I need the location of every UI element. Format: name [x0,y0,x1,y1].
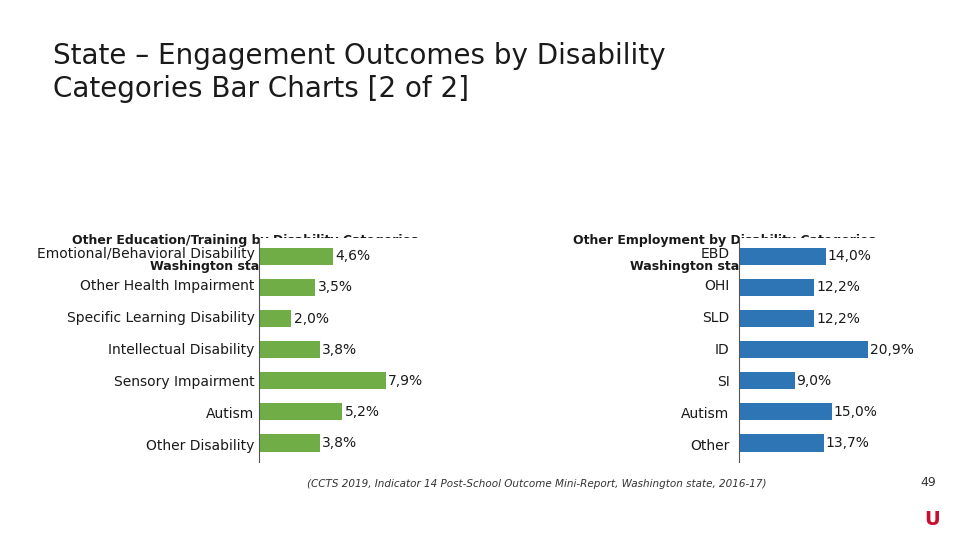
Text: SEATTLE: SEATTLE [821,510,915,529]
Bar [739,279,814,296]
Text: State – Engagement Outcomes by Disability
Categories Bar Charts [2 of 2]: State – Engagement Outcomes by Disabilit… [53,42,665,104]
Text: Specific Learning Disability: Specific Learning Disability [66,310,254,325]
Bar [739,434,824,451]
Text: 4,6%: 4,6% [335,249,371,264]
Text: Other: Other [690,438,730,453]
Text: Autism: Autism [206,407,254,421]
Text: Other Employment by Disability Categories: Other Employment by Disability Categorie… [573,234,876,247]
Text: Sensory Impairment: Sensory Impairment [114,375,254,389]
Bar [259,279,315,296]
Text: Emotional/Behavioral Disability: Emotional/Behavioral Disability [36,247,254,261]
Bar [259,434,320,451]
Text: 14,0%: 14,0% [828,249,872,264]
Text: 15,0%: 15,0% [833,405,877,419]
Bar [259,403,343,421]
Text: 9,0%: 9,0% [797,374,831,388]
Text: ID: ID [715,343,730,356]
Text: 12,2%: 12,2% [816,280,860,294]
Text: Intellectual Disability: Intellectual Disability [108,343,254,356]
Text: U: U [924,510,940,529]
Text: 2,0%: 2,0% [294,312,328,326]
Text: 3,8%: 3,8% [323,436,357,450]
Text: 13,7%: 13,7% [826,436,870,450]
Text: SI: SI [717,375,730,389]
Text: 3,8%: 3,8% [323,343,357,356]
Text: Autism: Autism [682,407,730,421]
Text: 3,5%: 3,5% [318,280,352,294]
Text: 5,2%: 5,2% [345,405,380,419]
Bar [739,248,826,265]
Text: (CCTS 2019, Indicator 14 Post-School Outcome Mini-Report, Washington state, 2016: (CCTS 2019, Indicator 14 Post-School Out… [307,479,767,489]
Text: 49: 49 [921,476,936,489]
Text: 7,9%: 7,9% [388,374,423,388]
Text: Other Disability: Other Disability [146,438,254,453]
Text: 20,9%: 20,9% [870,343,914,356]
Bar [259,341,320,358]
Text: Washington state, 2016-17: Washington state, 2016-17 [150,260,340,273]
Text: Center for Change in Transition Services | www.seattleu.edu/ccts | CC BY 4.0: Center for Change in Transition Services… [12,515,393,525]
Text: Other Education/Training by Disability Categories: Other Education/Training by Disability C… [72,234,418,247]
Text: SLD: SLD [703,310,730,325]
Text: 12,2%: 12,2% [816,312,860,326]
Text: Other Health Impairment: Other Health Impairment [80,279,254,293]
Bar [739,372,795,389]
Text: OHI: OHI [705,279,730,293]
Text: Washington state, 2016-17: Washington state, 2016-17 [630,260,820,273]
Bar [259,372,386,389]
Bar [739,310,814,327]
Bar [739,341,868,358]
Text: EBD: EBD [701,247,730,261]
Bar [259,248,333,265]
Bar [739,403,831,421]
Bar [259,310,291,327]
